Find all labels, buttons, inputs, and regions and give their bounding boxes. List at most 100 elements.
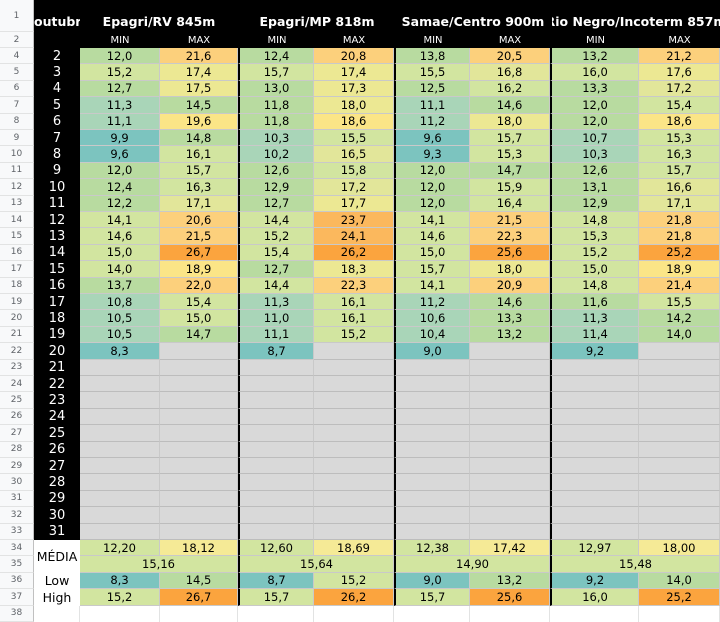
max-temp-cell[interactable]: 16,3 [160,179,238,196]
empty-cell[interactable] [394,425,470,442]
day-number[interactable]: 19 [34,326,80,344]
max-temp-cell[interactable]: 15,4 [639,97,720,114]
day-number[interactable]: 4 [34,80,80,98]
empty-cell[interactable] [550,392,639,409]
max-temp-cell[interactable]: 15,7 [160,162,238,180]
row-number[interactable]: 5 [0,64,34,81]
max-temp-cell[interactable]: 26,2 [314,244,394,262]
blank-cell[interactable] [550,605,639,622]
empty-cell[interactable] [80,392,160,409]
max-temp-cell[interactable]: 13,3 [470,310,550,327]
min-temp-cell[interactable]: 15,5 [394,64,470,81]
empty-cell[interactable] [550,523,639,540]
empty-cell[interactable] [470,392,550,409]
empty-cell[interactable] [639,474,720,491]
empty-cell[interactable] [550,425,639,442]
max-temp-cell[interactable]: 17,6 [639,64,720,81]
media-min-cell[interactable]: 12,38 [394,540,470,557]
row-number[interactable]: 26 [0,408,34,426]
empty-cell[interactable] [80,490,160,508]
max-header[interactable]: MAX [470,32,550,48]
min-temp-cell[interactable]: 10,2 [238,146,314,163]
empty-cell[interactable] [80,408,160,426]
row-number[interactable]: 32 [0,507,34,524]
row-number[interactable]: 27 [0,425,34,442]
max-temp-cell[interactable]: 20,5 [470,48,550,65]
empty-cell[interactable] [639,408,720,426]
min-temp-cell[interactable]: 14,8 [550,277,639,294]
corner-label[interactable]: outubro [34,0,80,32]
empty-cell[interactable] [160,458,238,475]
empty-cell[interactable] [160,425,238,442]
empty-cell[interactable] [639,458,720,475]
max-temp-cell[interactable]: 24,1 [314,228,394,245]
max-temp-cell[interactable]: 22,3 [470,228,550,245]
max-temp-cell[interactable]: 18,0 [314,97,394,114]
min-temp-cell[interactable]: 15,2 [550,244,639,262]
empty-cell[interactable] [314,523,394,540]
empty-cell[interactable] [394,507,470,524]
min-temp-cell[interactable]: 10,6 [394,310,470,327]
empty-cell[interactable] [238,392,314,409]
max-temp-cell[interactable]: 22,3 [314,277,394,294]
min-temp-cell[interactable]: 15,0 [394,244,470,262]
day-number[interactable]: 30 [34,507,80,524]
min-temp-cell[interactable]: 9,9 [80,130,160,147]
min-temp-cell[interactable]: 11,1 [80,113,160,130]
empty-cell[interactable] [160,359,238,376]
max-temp-cell[interactable]: 17,2 [314,179,394,196]
min-temp-cell[interactable]: 15,0 [550,261,639,278]
media-min-cell[interactable]: 12,20 [80,540,160,557]
day-number[interactable]: 18 [34,310,80,327]
empty-cell[interactable] [160,392,238,409]
min-temp-cell[interactable]: 14,1 [80,212,160,229]
max-temp-cell[interactable]: 17,4 [160,64,238,81]
row-number[interactable]: 1 [0,0,34,32]
row-number[interactable]: 28 [0,441,34,458]
row-number[interactable]: 11 [0,162,34,180]
empty-cell[interactable] [80,507,160,524]
max-temp-cell[interactable]: 16,1 [314,310,394,327]
max-temp-cell[interactable]: 14,7 [470,162,550,180]
row-number[interactable]: 30 [0,474,34,491]
day-number[interactable]: 22 [34,376,80,393]
row-number[interactable]: 34 [0,540,34,557]
min-temp-cell[interactable]: 9,3 [394,146,470,163]
max-temp-cell[interactable]: 17,3 [314,80,394,98]
empty-cell[interactable] [394,392,470,409]
max-temp-cell[interactable]: 15,7 [639,162,720,180]
empty-cell[interactable] [160,376,238,393]
min-temp-cell[interactable]: 11,0 [238,310,314,327]
max-temp-cell[interactable]: 15,3 [470,146,550,163]
min-temp-cell[interactable]: 12,4 [80,179,160,196]
row-number[interactable]: 14 [0,212,34,229]
min-temp-cell[interactable]: 11,2 [394,113,470,130]
min-temp-cell[interactable]: 15,2 [80,64,160,81]
min-temp-cell[interactable]: 10,5 [80,326,160,344]
empty-cell[interactable] [238,376,314,393]
overall-media-cell[interactable]: 15,64 [238,556,394,573]
min-temp-cell[interactable]: 9,6 [80,146,160,163]
empty-cell[interactable] [639,343,720,360]
empty-cell[interactable] [314,490,394,508]
max-temp-cell[interactable]: 17,1 [639,195,720,212]
empty-cell[interactable] [470,523,550,540]
min-temp-cell[interactable]: 13,2 [550,48,639,65]
max-temp-cell[interactable]: 18,3 [314,261,394,278]
low-max-cell[interactable]: 15,2 [314,572,394,590]
min-temp-cell[interactable]: 8,3 [80,343,160,360]
empty-cell[interactable] [160,441,238,458]
day-number[interactable]: 15 [34,261,80,278]
row-number[interactable]: 24 [0,376,34,393]
min-header[interactable]: MIN [550,32,639,48]
media-min-cell[interactable]: 12,97 [550,540,639,557]
row-number[interactable]: 6 [0,80,34,98]
day-number[interactable]: 29 [34,490,80,508]
min-temp-cell[interactable]: 15,0 [80,244,160,262]
min-temp-cell[interactable]: 12,0 [550,97,639,114]
empty-cell[interactable] [314,408,394,426]
high-min-cell[interactable]: 15,7 [394,589,470,606]
day-number[interactable]: 25 [34,425,80,442]
day-number[interactable]: 24 [34,408,80,426]
empty-cell[interactable] [470,376,550,393]
